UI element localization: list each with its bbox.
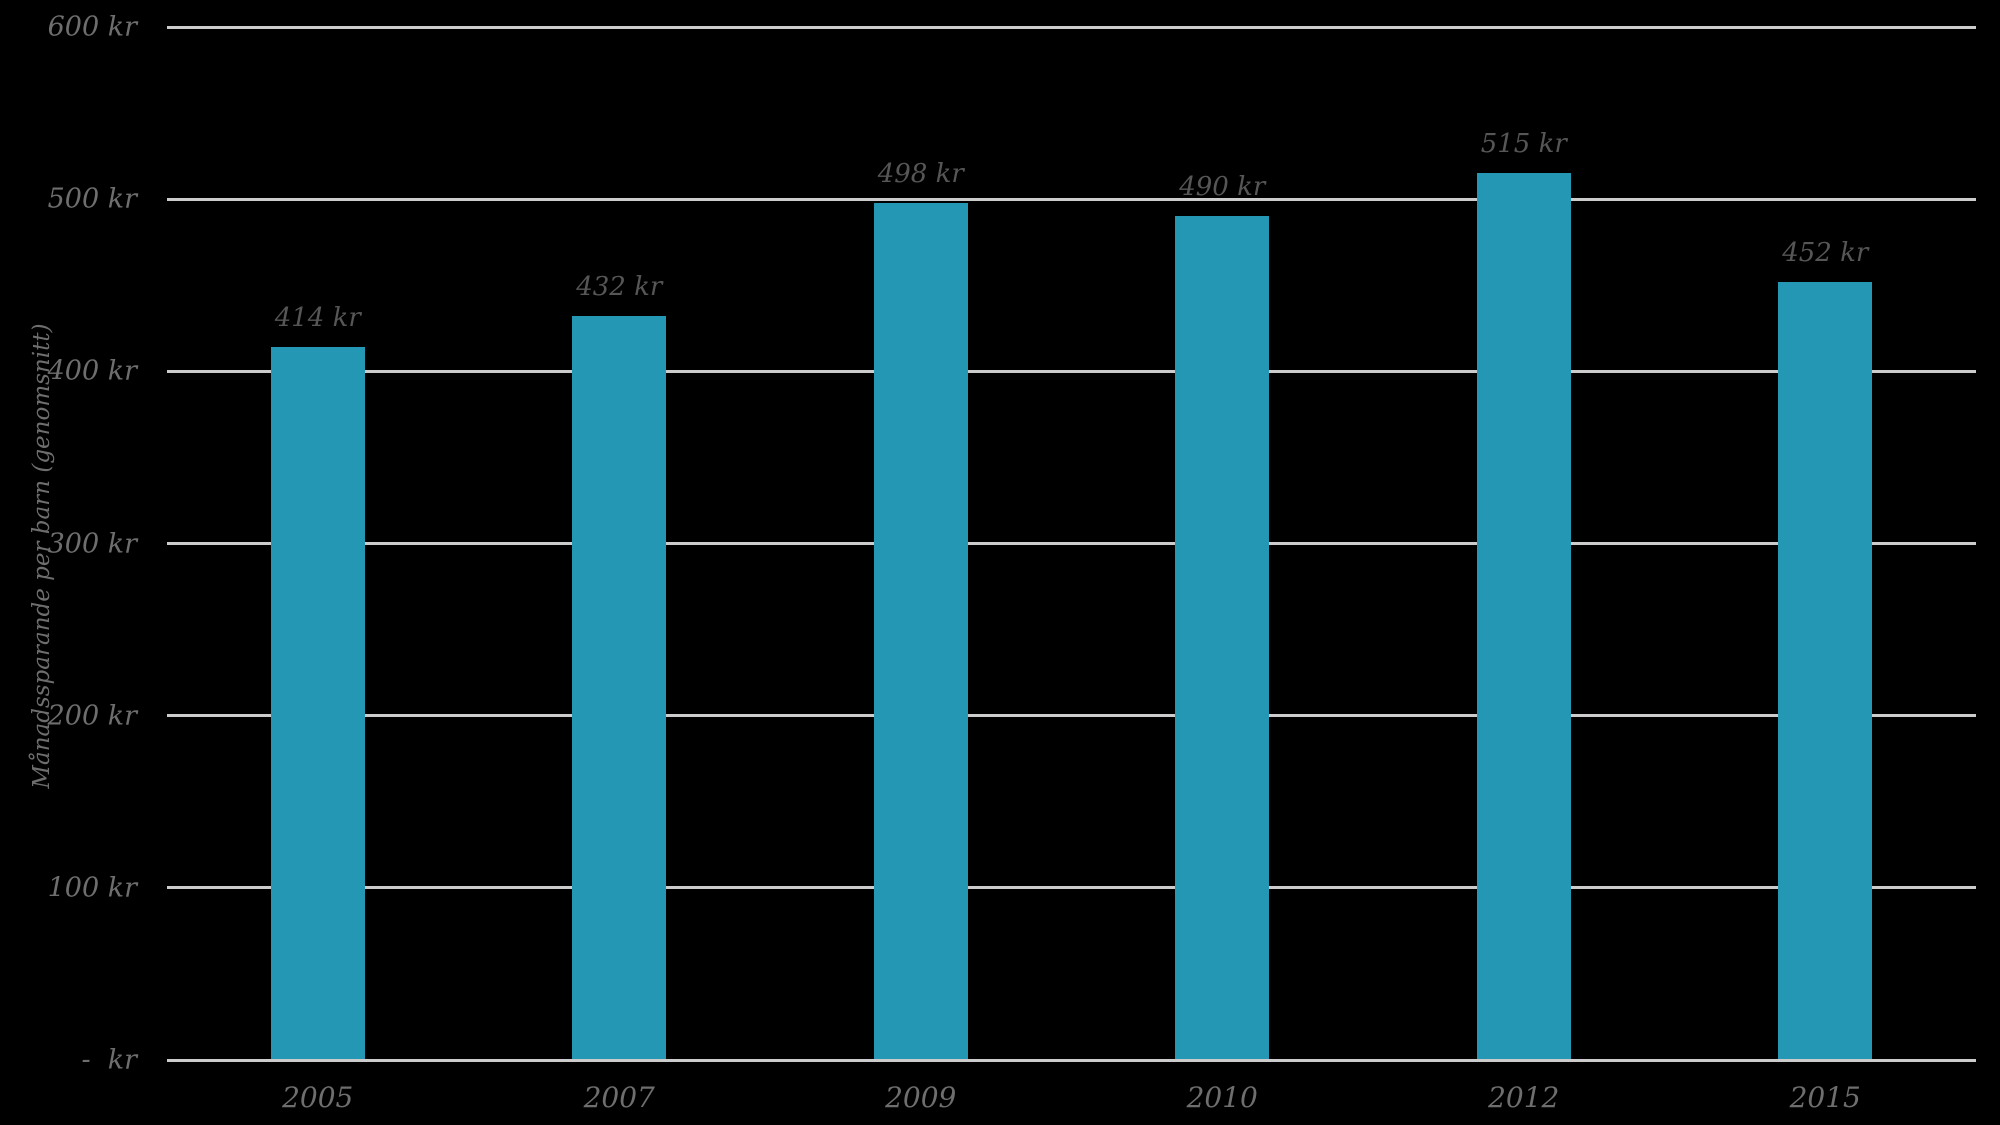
x-axis-label-2007: 2007 <box>583 1081 655 1114</box>
y-tick-label-0: - kr <box>81 1044 137 1076</box>
bar-value-label-2012: 515 kr <box>1480 129 1567 160</box>
bar-2007 <box>572 316 667 1060</box>
bar-value-label-2010: 490 kr <box>1179 172 1266 203</box>
bar-series: 414 kr 432 kr 498 kr 490 kr 515 kr 452 kr <box>167 27 1976 1060</box>
gridline-100 <box>167 886 1976 890</box>
bar-slot-2007: 432 kr <box>469 27 771 1060</box>
bar-2005 <box>270 347 365 1060</box>
x-axis-labels: 2005 2007 2009 2010 2012 2015 <box>167 1078 1976 1118</box>
gridline-300 <box>167 542 1976 545</box>
x-axis-label-2010: 2010 <box>1186 1081 1258 1114</box>
bar-slot-2010: 490 kr <box>1072 27 1374 1060</box>
bar-slot-2009: 498 kr <box>770 27 1072 1060</box>
bar-2015 <box>1778 281 1873 1060</box>
x-axis-label-2015: 2015 <box>1789 1081 1861 1114</box>
plot-area: 414 kr 432 kr 498 kr 490 kr 515 kr 452 kr <box>167 25 1976 1062</box>
bar-slot-2012: 515 kr <box>1373 27 1675 1060</box>
gridline-600 <box>167 25 1976 29</box>
y-tick-label-600: 600 kr <box>47 11 137 43</box>
y-tick-label-100: 100 kr <box>47 872 137 904</box>
bar-value-label-2015: 452 kr <box>1782 237 1869 268</box>
gridline-0 <box>167 1058 1976 1062</box>
bar-2009 <box>873 202 968 1060</box>
y-tick-label-300: 300 kr <box>47 528 137 559</box>
bar-2012 <box>1476 173 1571 1060</box>
bar-value-label-2005: 414 kr <box>274 303 361 334</box>
gridline-500 <box>167 197 1976 201</box>
gridline-200 <box>167 714 1976 718</box>
y-axis-tick-labels: 600 kr 500 kr 400 kr 300 kr 200 kr 100 kr - kr <box>0 12 140 1076</box>
gridline-400 <box>167 369 1976 373</box>
x-axis-label-2005: 2005 <box>282 1081 354 1114</box>
bar-2010 <box>1175 216 1270 1060</box>
bar-value-label-2009: 498 kr <box>877 158 964 189</box>
x-axis-label-2009: 2009 <box>885 1081 957 1114</box>
y-tick-label-400: 400 kr <box>47 355 137 387</box>
bar-slot-2005: 414 kr <box>167 27 469 1060</box>
y-tick-label-500: 500 kr <box>47 183 137 215</box>
bar-value-label-2007: 432 kr <box>576 272 663 303</box>
y-tick-label-200: 200 kr <box>47 700 137 732</box>
bar-slot-2015: 452 kr <box>1675 27 1977 1060</box>
x-axis-label-2012: 2012 <box>1488 1081 1560 1114</box>
